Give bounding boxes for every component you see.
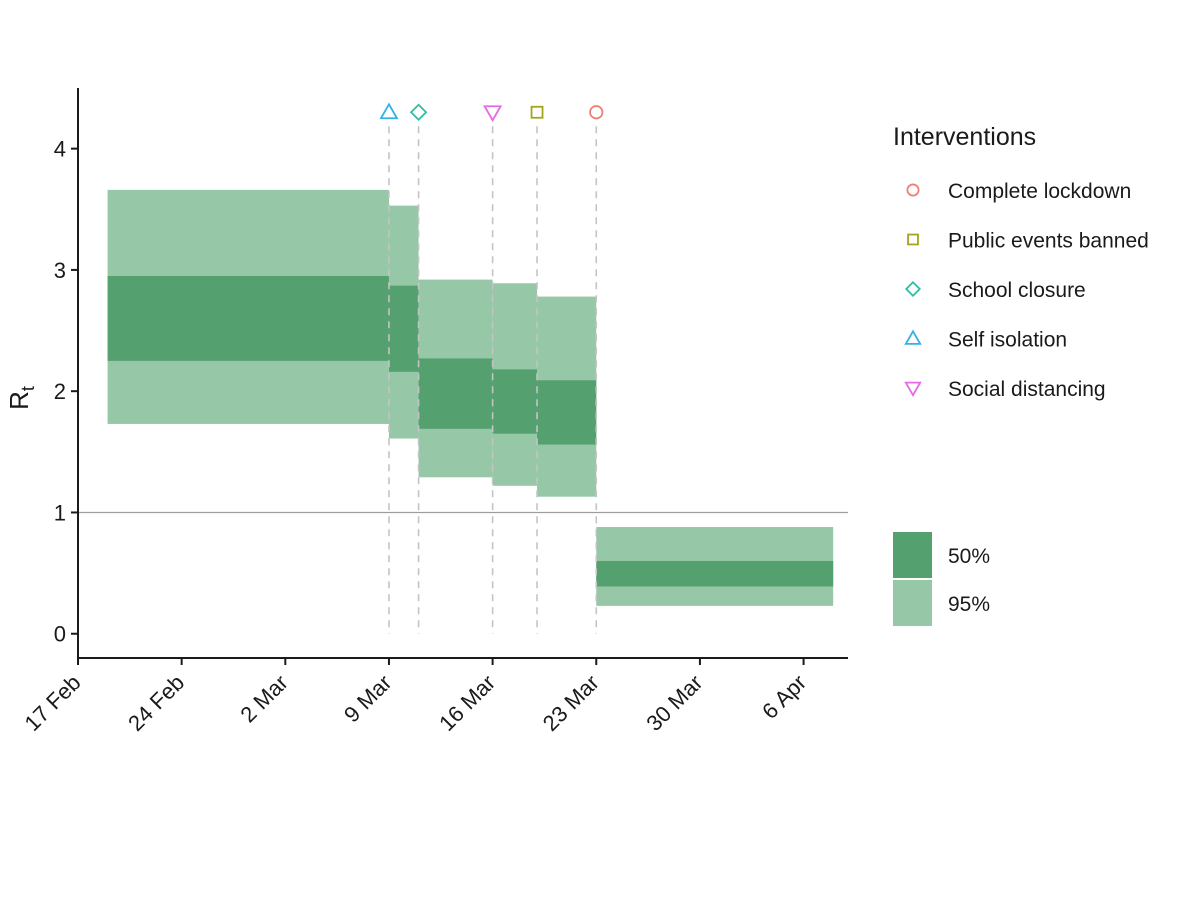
x-tick-label: 17 Feb [19, 670, 85, 736]
y-tick-label: 0 [54, 622, 66, 647]
x-tick-label: 30 Mar [641, 670, 707, 736]
x-tick-label: 16 Mar [434, 670, 500, 736]
intervention-lines [388, 126, 598, 634]
y-axis-ticks: 0 1 2 3 4 [54, 137, 78, 647]
band-50-segment-4 [492, 369, 538, 434]
y-axis-label-subscript: t [18, 386, 38, 391]
legend-key-self-isolation [904, 329, 922, 345]
band-50-segment-6 [596, 560, 834, 587]
legend-label: Self isolation [948, 329, 1067, 352]
y-tick-label: 4 [54, 137, 66, 162]
x-tick-label: 9 Mar [339, 670, 396, 727]
interval-bands [107, 189, 834, 606]
legend-label: School closure [948, 279, 1086, 302]
legend-swatch-95pct [893, 580, 932, 626]
y-tick-label: 1 [54, 500, 66, 525]
band-50-segment-5 [537, 380, 597, 445]
band-50-segment-3 [418, 358, 493, 429]
x-tick-label: 6 Apr [757, 670, 811, 724]
legend-title: Interventions [893, 123, 1036, 151]
band-50-segment-2 [388, 285, 419, 372]
legend-key-complete-lockdown [906, 183, 920, 197]
legend-label: Public events banned [948, 230, 1149, 253]
band-50-segment-1 [107, 275, 389, 361]
intervention-marker-public-events-banned [530, 105, 544, 119]
legend-label: 95% [948, 593, 990, 616]
y-tick-label: 3 [54, 258, 66, 283]
legend-key-social-distancing [904, 381, 922, 398]
x-axis-ticks: 17 Feb 24 Feb 2 Mar 9 Mar 16 Mar 23 Mar 30 Mar… [19, 658, 811, 736]
legend-label: 50% [948, 545, 990, 568]
legend-key-public-events-banned [907, 233, 919, 246]
x-tick-label: 23 Mar [538, 670, 604, 736]
intervention-marker-self-isolation [379, 102, 399, 120]
y-tick-label: 2 [54, 379, 66, 404]
interventions-legend: Interventions Complete lockdown Public ev… [893, 123, 1149, 401]
legend-key-school-closure [904, 280, 922, 298]
legend-swatch-50pct [893, 532, 932, 578]
intervention-markers [379, 102, 604, 123]
intervention-marker-social-distancing [483, 105, 503, 123]
y-axis-label-main: R [4, 391, 34, 410]
axes [77, 88, 848, 659]
y-axis-label: Rt [4, 386, 38, 410]
legend-label: Social distancing [948, 378, 1106, 401]
intervention-marker-complete-lockdown [589, 105, 604, 120]
intervals-legend: 50% 95% [893, 532, 990, 626]
intervention-marker-school-closure [409, 103, 428, 122]
x-tick-label: 2 Mar [235, 670, 292, 727]
legend-label: Complete lockdown [948, 180, 1131, 203]
x-tick-label: 24 Feb [123, 670, 189, 736]
